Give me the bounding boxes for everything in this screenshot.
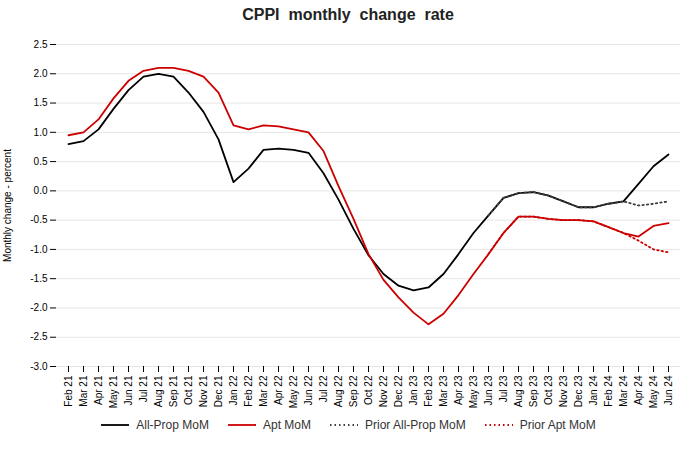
svg-text:Dec 22: Dec 22 bbox=[393, 375, 404, 407]
svg-text:Jan 24: Jan 24 bbox=[588, 375, 599, 405]
svg-text:Dec 23: Dec 23 bbox=[573, 375, 584, 407]
svg-text:1.0: 1.0 bbox=[34, 127, 48, 138]
svg-text:Nov 23: Nov 23 bbox=[558, 375, 569, 407]
html-text:All-Prop MoM: All-Prop MoM bbox=[136, 418, 209, 432]
svg-text:Jan 22: Jan 22 bbox=[228, 375, 239, 405]
svg-text:Apr 22: Apr 22 bbox=[273, 375, 284, 405]
svg-text:-2.5: -2.5 bbox=[30, 331, 48, 342]
svg-text:-0.5: -0.5 bbox=[30, 214, 48, 225]
svg-text:Jun 21: Jun 21 bbox=[123, 375, 134, 405]
svg-text:Feb 21: Feb 21 bbox=[63, 375, 74, 407]
svg-text:Apr 24: Apr 24 bbox=[633, 375, 644, 405]
svg-text:May 22: May 22 bbox=[288, 375, 299, 408]
html-text:Apt MoM: Apt MoM bbox=[263, 418, 311, 432]
svg-text:Jun 24: Jun 24 bbox=[663, 375, 674, 405]
svg-text:Feb 22: Feb 22 bbox=[243, 375, 254, 407]
svg-text:Jul 23: Jul 23 bbox=[498, 375, 509, 402]
svg-text:Feb 24: Feb 24 bbox=[603, 375, 614, 407]
svg-text:Nov 21: Nov 21 bbox=[198, 375, 209, 407]
svg-text:Mar 24: Mar 24 bbox=[618, 375, 629, 407]
html-text:Prior All-Prop MoM: Prior All-Prop MoM bbox=[365, 418, 466, 432]
svg-text:Feb 23: Feb 23 bbox=[423, 375, 434, 407]
svg-text:-1.5: -1.5 bbox=[30, 273, 48, 284]
svg-text:Sep 22: Sep 22 bbox=[348, 375, 359, 407]
svg-text:2.0: 2.0 bbox=[34, 68, 48, 79]
svg-text:0.0: 0.0 bbox=[34, 185, 48, 196]
svg-text:May 21: May 21 bbox=[108, 375, 119, 408]
html-text:CPPI monthly change rate: CPPI monthly change rate bbox=[242, 6, 454, 23]
svg-text:Mar 23: Mar 23 bbox=[438, 375, 449, 407]
svg-text:Dec 21: Dec 21 bbox=[213, 375, 224, 407]
svg-text:Nov 22: Nov 22 bbox=[378, 375, 389, 407]
svg-text:2.5: 2.5 bbox=[34, 39, 48, 50]
svg-text:May 23: May 23 bbox=[468, 375, 479, 408]
svg-text:Jul 22: Jul 22 bbox=[318, 375, 329, 402]
svg-text:Sep 23: Sep 23 bbox=[528, 375, 539, 407]
svg-text:May 24: May 24 bbox=[648, 375, 659, 408]
svg-text:Aug 23: Aug 23 bbox=[513, 375, 524, 407]
svg-text:-1.0: -1.0 bbox=[30, 244, 48, 255]
svg-text:1.5: 1.5 bbox=[34, 97, 48, 108]
svg-text:Oct 21: Oct 21 bbox=[183, 375, 194, 405]
svg-text:Mar 21: Mar 21 bbox=[78, 375, 89, 407]
svg-text:Sep 21: Sep 21 bbox=[168, 375, 179, 407]
svg-text:Jan 23: Jan 23 bbox=[408, 375, 419, 405]
svg-text:Aug 21: Aug 21 bbox=[153, 375, 164, 407]
svg-text:Oct 23: Oct 23 bbox=[543, 375, 554, 405]
svg-text:0.5: 0.5 bbox=[34, 156, 48, 167]
svg-text:Oct 22: Oct 22 bbox=[363, 375, 374, 405]
svg-text:-2.0: -2.0 bbox=[30, 302, 48, 313]
svg-text:Aug 22: Aug 22 bbox=[333, 375, 344, 407]
svg-text:Jun 23: Jun 23 bbox=[483, 375, 494, 405]
svg-text:Monthly change - percent: Monthly change - percent bbox=[2, 149, 13, 262]
svg-text:-3.0: -3.0 bbox=[30, 361, 48, 372]
html-text:Prior Apt MoM: Prior Apt MoM bbox=[519, 418, 596, 432]
svg-text:Jul 21: Jul 21 bbox=[138, 375, 149, 402]
svg-text:Mar 22: Mar 22 bbox=[258, 375, 269, 407]
svg-text:Apr 23: Apr 23 bbox=[453, 375, 464, 405]
svg-text:Jun 22: Jun 22 bbox=[303, 375, 314, 405]
svg-text:Apr 21: Apr 21 bbox=[93, 375, 104, 405]
